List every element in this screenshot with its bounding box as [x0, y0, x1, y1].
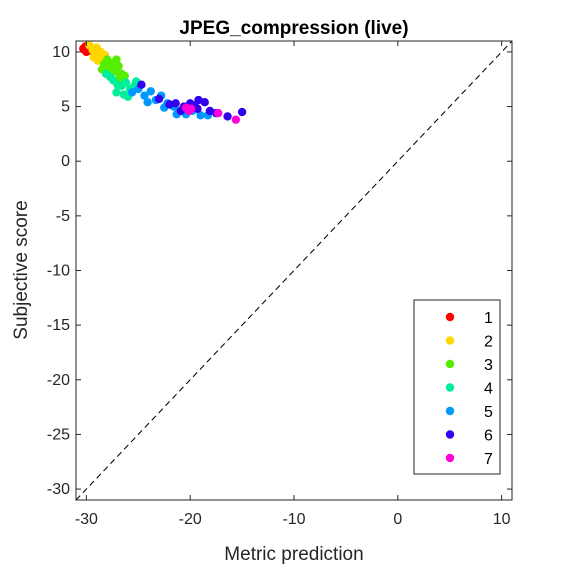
legend-label-4: 4	[484, 381, 493, 398]
y-tick-label: 5	[61, 99, 70, 116]
data-point-group-5	[196, 111, 205, 120]
data-point-group-3	[120, 71, 129, 81]
legend-marker-7	[445, 453, 455, 463]
legend-marker-3	[445, 359, 455, 369]
data-point-group-4	[119, 90, 128, 99]
data-point-group-5	[146, 87, 155, 96]
x-tick-label: -20	[179, 511, 202, 528]
legend: 1 2 3 4 5 6 7	[413, 299, 501, 475]
axis-ticks: -30 -20 -10 0 10 -30 -25 -20 -15 -10 -5 0 5 10	[47, 41, 512, 528]
legend-marker-4	[445, 383, 455, 392]
legend-label-6: 6	[484, 428, 493, 445]
y-tick-label: -30	[47, 481, 70, 498]
data-point-group-6	[171, 99, 180, 108]
data-point-group-6	[193, 104, 202, 113]
data-point-group-7	[214, 108, 223, 118]
data-points	[79, 41, 247, 124]
legend-marker-6	[445, 430, 455, 439]
data-point-group-5	[140, 91, 149, 100]
data-point-group-6	[200, 98, 209, 107]
y-tick-label: -10	[47, 263, 70, 280]
data-point-group-6	[154, 94, 164, 104]
x-tick-label: 10	[493, 511, 511, 528]
x-tick-label: 0	[393, 511, 402, 528]
data-point-group-2	[89, 53, 98, 62]
data-point-group-6	[137, 80, 146, 89]
y-axis-label: Subjective score	[11, 200, 32, 339]
data-point-group-5	[143, 98, 152, 107]
legend-box	[413, 299, 501, 475]
y-tick-label: -15	[47, 317, 70, 334]
data-point-group-6	[165, 100, 174, 109]
x-tick-label: -30	[75, 511, 98, 528]
data-point-group-3	[114, 61, 123, 71]
identity-reference-line	[75, 40, 513, 501]
y-tick-label: 10	[52, 44, 70, 61]
y-tick-label: 0	[61, 153, 70, 170]
legend-marker-1	[445, 312, 455, 322]
legend-label-1: 1	[484, 310, 493, 327]
y-tick-label: -5	[56, 208, 70, 225]
data-point-group-6	[237, 107, 247, 117]
data-point-group-6	[223, 112, 232, 121]
y-tick-label: -25	[47, 426, 70, 443]
x-axis-label: Metric prediction	[224, 544, 363, 565]
data-point-group-7	[231, 115, 241, 124]
legend-label-2: 2	[484, 334, 493, 351]
data-point-group-3	[112, 55, 121, 64]
data-point-group-4	[112, 88, 121, 97]
data-point-group-4	[121, 78, 131, 87]
data-point-group-5	[127, 88, 137, 97]
y-tick-label: -20	[47, 372, 70, 389]
legend-label-5: 5	[484, 404, 493, 421]
data-point-group-7	[187, 104, 196, 113]
legend-label-7: 7	[484, 451, 493, 468]
x-tick-label: -10	[282, 511, 305, 528]
legend-marker-2	[445, 336, 455, 345]
legend-marker-5	[445, 406, 455, 416]
chart-title: JPEG_compression (live)	[179, 18, 408, 39]
legend-label-3: 3	[484, 357, 493, 374]
